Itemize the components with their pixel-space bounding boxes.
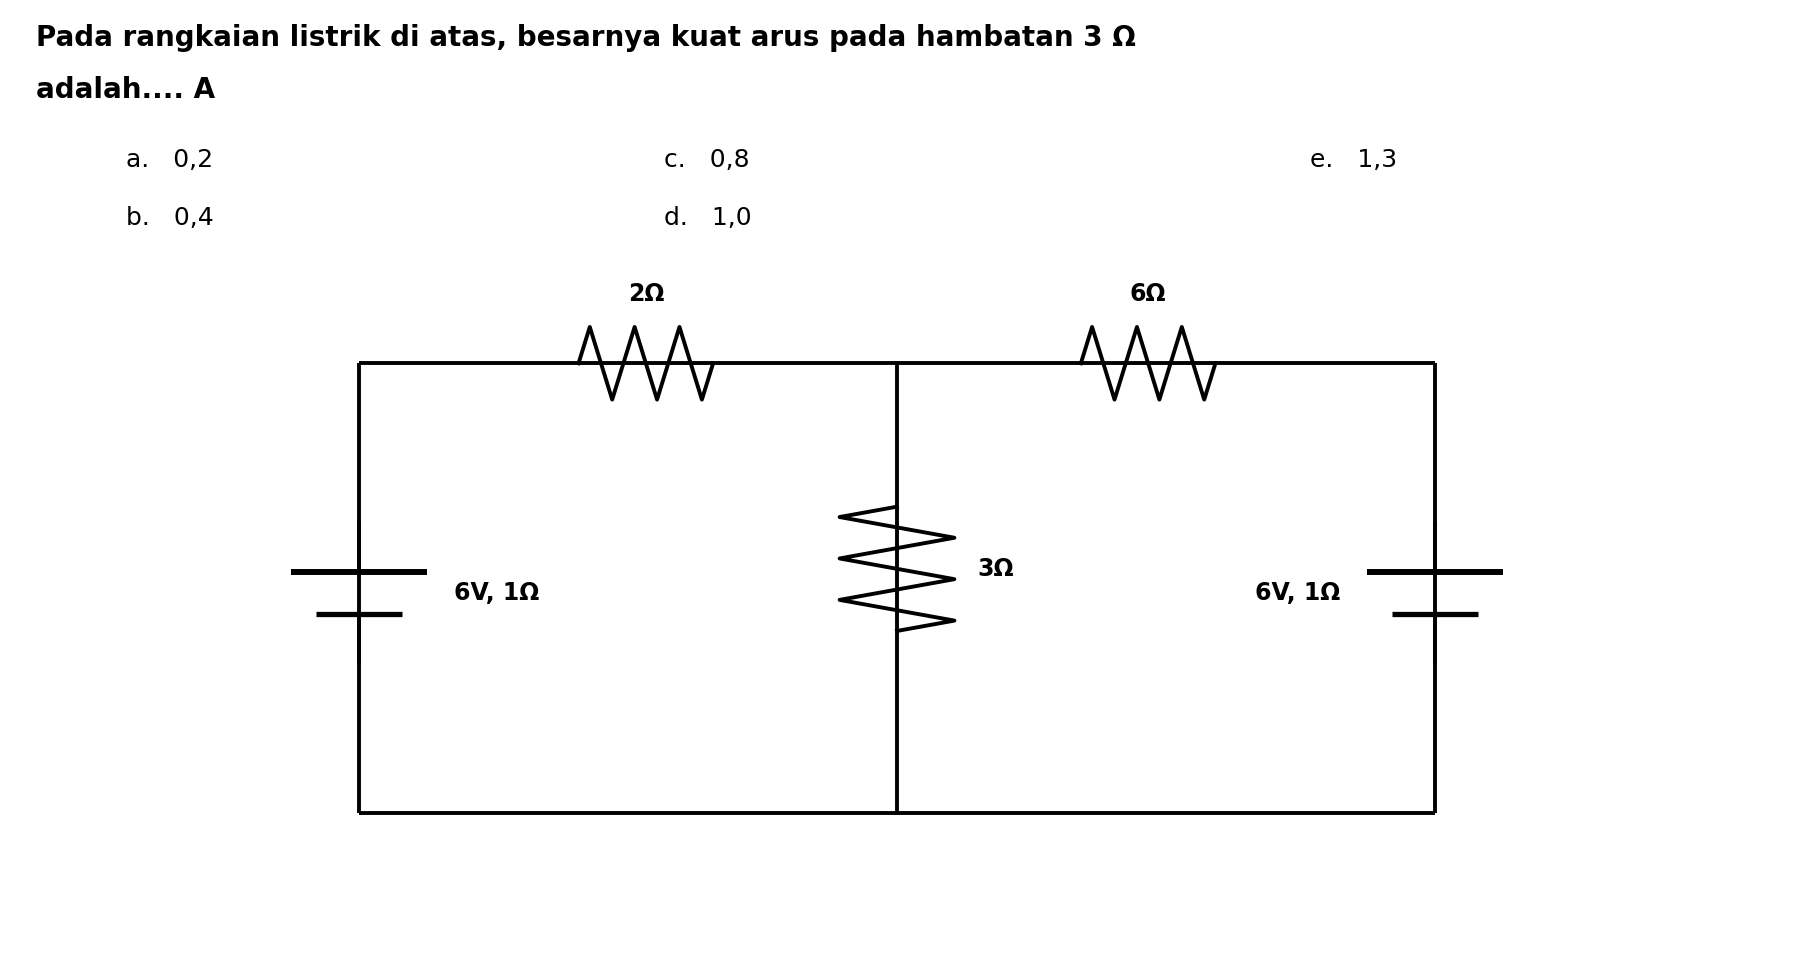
Text: 6V, 1Ω: 6V, 1Ω	[1254, 580, 1340, 605]
Text: 6V, 1Ω: 6V, 1Ω	[454, 580, 540, 605]
Text: Pada rangkaian listrik di atas, besarnya kuat arus pada hambatan 3 Ω: Pada rangkaian listrik di atas, besarnya…	[36, 24, 1136, 52]
Text: adalah.... A: adalah.... A	[36, 76, 215, 104]
Text: 3Ω: 3Ω	[978, 556, 1014, 581]
Text: d.   1,0: d. 1,0	[664, 206, 752, 229]
Text: b.   0,4: b. 0,4	[126, 206, 213, 229]
Text: 6Ω: 6Ω	[1130, 282, 1166, 306]
Text: e.   1,3: e. 1,3	[1310, 148, 1398, 172]
Text: c.   0,8: c. 0,8	[664, 148, 750, 172]
Text: a.   0,2: a. 0,2	[126, 148, 213, 172]
Text: 2Ω: 2Ω	[628, 282, 664, 306]
